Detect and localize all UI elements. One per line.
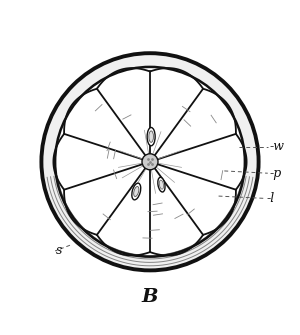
Polygon shape <box>150 89 236 162</box>
Text: -p: -p <box>270 167 282 180</box>
Ellipse shape <box>158 177 165 192</box>
Polygon shape <box>97 162 150 256</box>
Polygon shape <box>64 89 150 162</box>
Text: s: s <box>56 245 63 258</box>
Ellipse shape <box>149 131 153 142</box>
Ellipse shape <box>134 187 139 197</box>
Ellipse shape <box>159 180 164 189</box>
Polygon shape <box>150 134 247 190</box>
Ellipse shape <box>147 128 155 146</box>
Ellipse shape <box>132 183 141 200</box>
Polygon shape <box>150 68 203 162</box>
Circle shape <box>142 154 158 170</box>
Polygon shape <box>64 162 150 235</box>
Text: -l: -l <box>267 192 275 205</box>
Polygon shape <box>97 68 150 162</box>
Text: B: B <box>142 288 158 306</box>
Text: -w: -w <box>270 140 285 153</box>
Polygon shape <box>53 134 150 190</box>
Polygon shape <box>150 162 236 235</box>
Polygon shape <box>41 53 259 270</box>
Circle shape <box>41 53 259 270</box>
Polygon shape <box>150 162 203 256</box>
